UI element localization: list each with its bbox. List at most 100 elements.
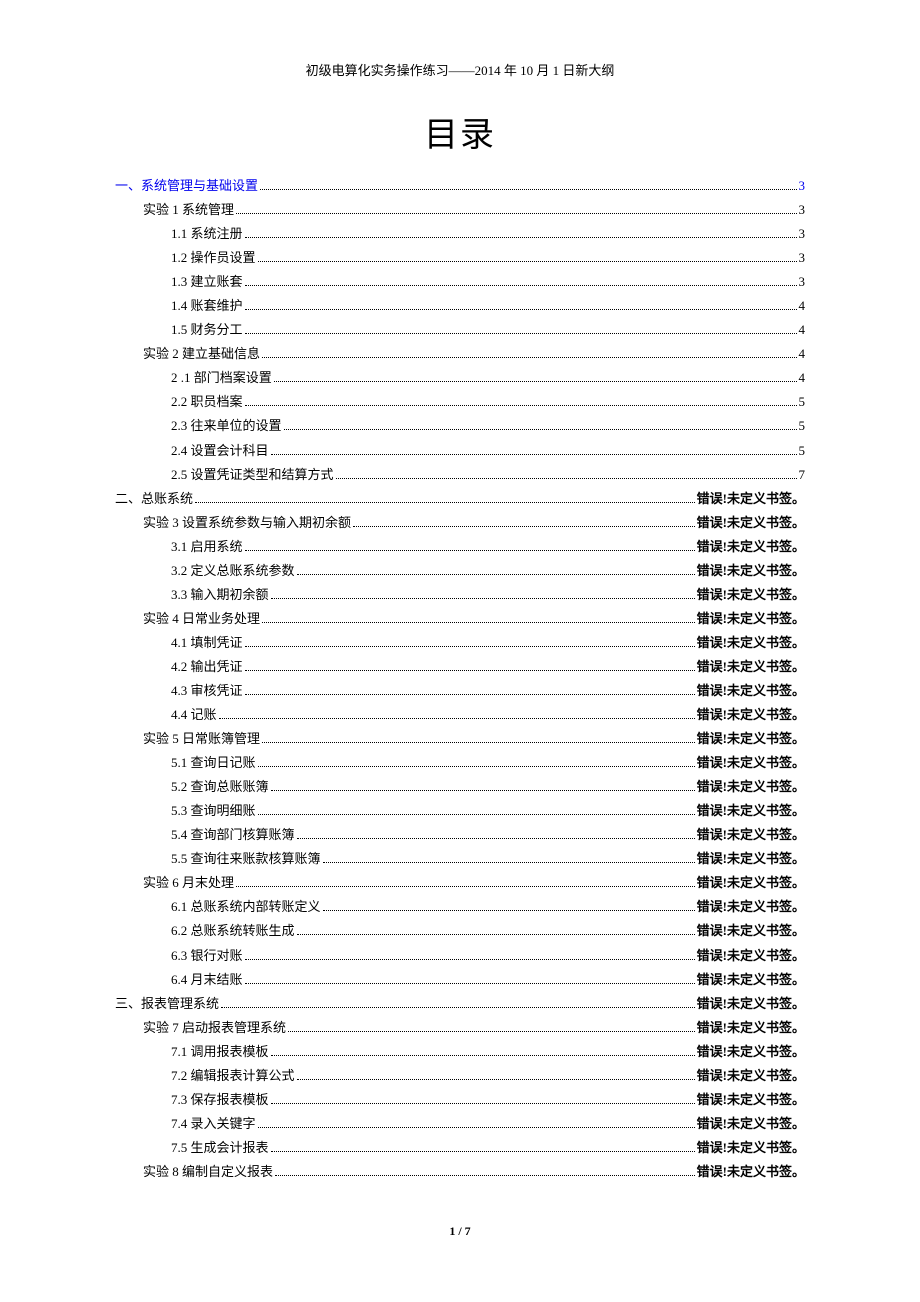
toc-entry-page-error: 错误!未定义书签。 bbox=[697, 1016, 805, 1040]
toc-entry-label: 2.4 设置会计科目 bbox=[171, 439, 269, 463]
toc-entry: 6.2 总账系统转账生成 错误!未定义书签。 bbox=[115, 919, 805, 943]
toc-entry: 7.3 保存报表模板错误!未定义书签。 bbox=[115, 1088, 805, 1112]
toc-entry: 2.4 设置会计科目 5 bbox=[115, 439, 805, 463]
toc-entry-page-error: 错误!未定义书签。 bbox=[697, 679, 805, 703]
toc-entry-label: 实验 5 日常账簿管理 bbox=[143, 727, 260, 751]
toc-entry-label: 1.2 操作员设置 bbox=[171, 246, 256, 270]
toc-leader-dots bbox=[245, 550, 695, 551]
table-of-contents: 一、系统管理与基础设置3实验 1 系统管理31.1 系统注册31.2 操作员设置… bbox=[115, 174, 805, 1184]
toc-entry-label: 1.1 系统注册 bbox=[171, 222, 243, 246]
toc-leader-dots bbox=[353, 526, 695, 527]
toc-entry-page-error: 错误!未定义书签。 bbox=[697, 751, 805, 775]
toc-entry-page-number: 3 bbox=[799, 198, 806, 222]
toc-entry-page-error: 错误!未定义书签。 bbox=[697, 919, 805, 943]
toc-entry-label: 实验 4 日常业务处理 bbox=[143, 607, 260, 631]
toc-entry-page-error: 错误!未定义书签。 bbox=[697, 1112, 805, 1136]
toc-entry-page-error: 错误!未定义书签。 bbox=[697, 631, 805, 655]
toc-entry-page-number: 3 bbox=[799, 246, 806, 270]
toc-entry-page-error: 错误!未定义书签。 bbox=[697, 1064, 805, 1088]
toc-title: 目录 bbox=[115, 107, 805, 156]
toc-leader-dots bbox=[262, 357, 796, 358]
toc-entry-label: 6.2 总账系统转账生成 bbox=[171, 919, 295, 943]
toc-entry-page-error: 错误!未定义书签。 bbox=[697, 992, 805, 1016]
toc-entry-page-error: 错误!未定义书签。 bbox=[697, 559, 805, 583]
toc-entry-label: 2 .1 部门档案设置 bbox=[171, 366, 272, 390]
toc-entry-page-error: 错误!未定义书签。 bbox=[697, 1160, 805, 1184]
document-page: 初级电算化实务操作练习——2014 年 10 月 1 日新大纲 目录 一、系统管… bbox=[0, 0, 920, 1279]
toc-entry: 实验 7 启动报表管理系统 错误!未定义书签。 bbox=[115, 1016, 805, 1040]
toc-entry: 4.4 记账错误!未定义书签。 bbox=[115, 703, 805, 727]
page-footer: 1 / 7 bbox=[115, 1224, 805, 1239]
toc-leader-dots bbox=[323, 862, 695, 863]
toc-entry-label: 3.1 启用系统 bbox=[171, 535, 243, 559]
toc-leader-dots bbox=[262, 622, 695, 623]
toc-entry-label: 实验 7 启动报表管理系统 bbox=[143, 1016, 286, 1040]
toc-entry-page-error: 错误!未定义书签。 bbox=[697, 535, 805, 559]
toc-entry-page-number: 3 bbox=[799, 174, 806, 198]
toc-entry-page-error: 错误!未定义书签。 bbox=[697, 871, 805, 895]
toc-entry-label: 1.5 财务分工 bbox=[171, 318, 243, 342]
toc-entry-page-error: 错误!未定义书签。 bbox=[697, 823, 805, 847]
toc-entry: 1.3 建立账套3 bbox=[115, 270, 805, 294]
toc-entry[interactable]: 一、系统管理与基础设置3 bbox=[115, 174, 805, 198]
toc-leader-dots bbox=[260, 189, 796, 190]
toc-entry: 5.1 查询日记账错误!未定义书签。 bbox=[115, 751, 805, 775]
toc-entry: 2.2 职员档案5 bbox=[115, 390, 805, 414]
toc-entry: 实验 8 编制自定义报表错误!未定义书签。 bbox=[115, 1160, 805, 1184]
toc-entry: 4.3 审核凭证 错误!未定义书签。 bbox=[115, 679, 805, 703]
toc-entry-label: 6.1 总账系统内部转账定义 bbox=[171, 895, 321, 919]
toc-leader-dots bbox=[245, 646, 695, 647]
toc-entry: 3.2 定义总账系统参数错误!未定义书签。 bbox=[115, 559, 805, 583]
toc-leader-dots bbox=[271, 598, 695, 599]
toc-leader-dots bbox=[297, 934, 695, 935]
toc-entry-page-error: 错误!未定义书签。 bbox=[697, 895, 805, 919]
toc-entry: 7.2 编辑报表计算公式 错误!未定义书签。 bbox=[115, 1064, 805, 1088]
toc-leader-dots bbox=[236, 886, 695, 887]
toc-entry-label: 二、总账系统 bbox=[115, 487, 193, 511]
toc-entry-label: 实验 2 建立基础信息 bbox=[143, 342, 260, 366]
toc-entry: 1.4 账套维护4 bbox=[115, 294, 805, 318]
toc-entry-page-error: 错误!未定义书签。 bbox=[697, 1136, 805, 1160]
toc-entry-page-error: 错误!未定义书签。 bbox=[697, 583, 805, 607]
toc-leader-dots bbox=[271, 790, 695, 791]
toc-entry: 1.2 操作员设置 3 bbox=[115, 246, 805, 270]
toc-leader-dots bbox=[297, 574, 695, 575]
toc-leader-dots bbox=[271, 454, 797, 455]
toc-leader-dots bbox=[274, 381, 797, 382]
toc-entry-label: 5.5 查询往来账款核算账簿 bbox=[171, 847, 321, 871]
toc-entry-page-number: 4 bbox=[799, 342, 806, 366]
toc-entry-label: 2.5 设置凭证类型和结算方式 bbox=[171, 463, 334, 487]
toc-entry-label: 5.2 查询总账账簿 bbox=[171, 775, 269, 799]
toc-entry-label: 3.3 输入期初余额 bbox=[171, 583, 269, 607]
toc-entry-page-number: 5 bbox=[799, 439, 806, 463]
toc-entry: 实验 2 建立基础信息 4 bbox=[115, 342, 805, 366]
toc-leader-dots bbox=[271, 1151, 695, 1152]
toc-entry-label: 实验 6 月末处理 bbox=[143, 871, 234, 895]
toc-leader-dots bbox=[258, 766, 695, 767]
toc-entry-page-error: 错误!未定义书签。 bbox=[697, 1040, 805, 1064]
toc-entry: 1.5 财务分工4 bbox=[115, 318, 805, 342]
toc-entry-page-error: 错误!未定义书签。 bbox=[697, 487, 805, 511]
toc-leader-dots bbox=[245, 285, 797, 286]
toc-entry: 三、报表管理系统错误!未定义书签。 bbox=[115, 992, 805, 1016]
toc-entry: 5.4 查询部门核算账簿错误!未定义书签。 bbox=[115, 823, 805, 847]
toc-entry-label: 2.3 往来单位的设置 bbox=[171, 414, 282, 438]
page-header: 初级电算化实务操作练习——2014 年 10 月 1 日新大纲 bbox=[115, 60, 805, 79]
toc-leader-dots bbox=[245, 333, 797, 334]
toc-entry-label: 7.2 编辑报表计算公式 bbox=[171, 1064, 295, 1088]
toc-entry: 5.2 查询总账账簿错误!未定义书签。 bbox=[115, 775, 805, 799]
toc-entry-label: 7.4 录入关键字 bbox=[171, 1112, 256, 1136]
toc-entry-page-number: 4 bbox=[799, 366, 806, 390]
toc-leader-dots bbox=[245, 405, 797, 406]
toc-leader-dots bbox=[245, 670, 695, 671]
toc-entry-label: 6.3 银行对账 bbox=[171, 944, 243, 968]
toc-leader-dots bbox=[245, 983, 695, 984]
toc-entry-page-error: 错误!未定义书签。 bbox=[697, 1088, 805, 1112]
toc-leader-dots bbox=[271, 1103, 695, 1104]
toc-entry: 5.5 查询往来账款核算账簿错误!未定义书签。 bbox=[115, 847, 805, 871]
toc-entry-label: 4.3 审核凭证 bbox=[171, 679, 243, 703]
toc-leader-dots bbox=[258, 814, 695, 815]
toc-entry: 6.1 总账系统内部转账定义 错误!未定义书签。 bbox=[115, 895, 805, 919]
toc-entry-label: 2.2 职员档案 bbox=[171, 390, 243, 414]
toc-leader-dots bbox=[323, 910, 695, 911]
